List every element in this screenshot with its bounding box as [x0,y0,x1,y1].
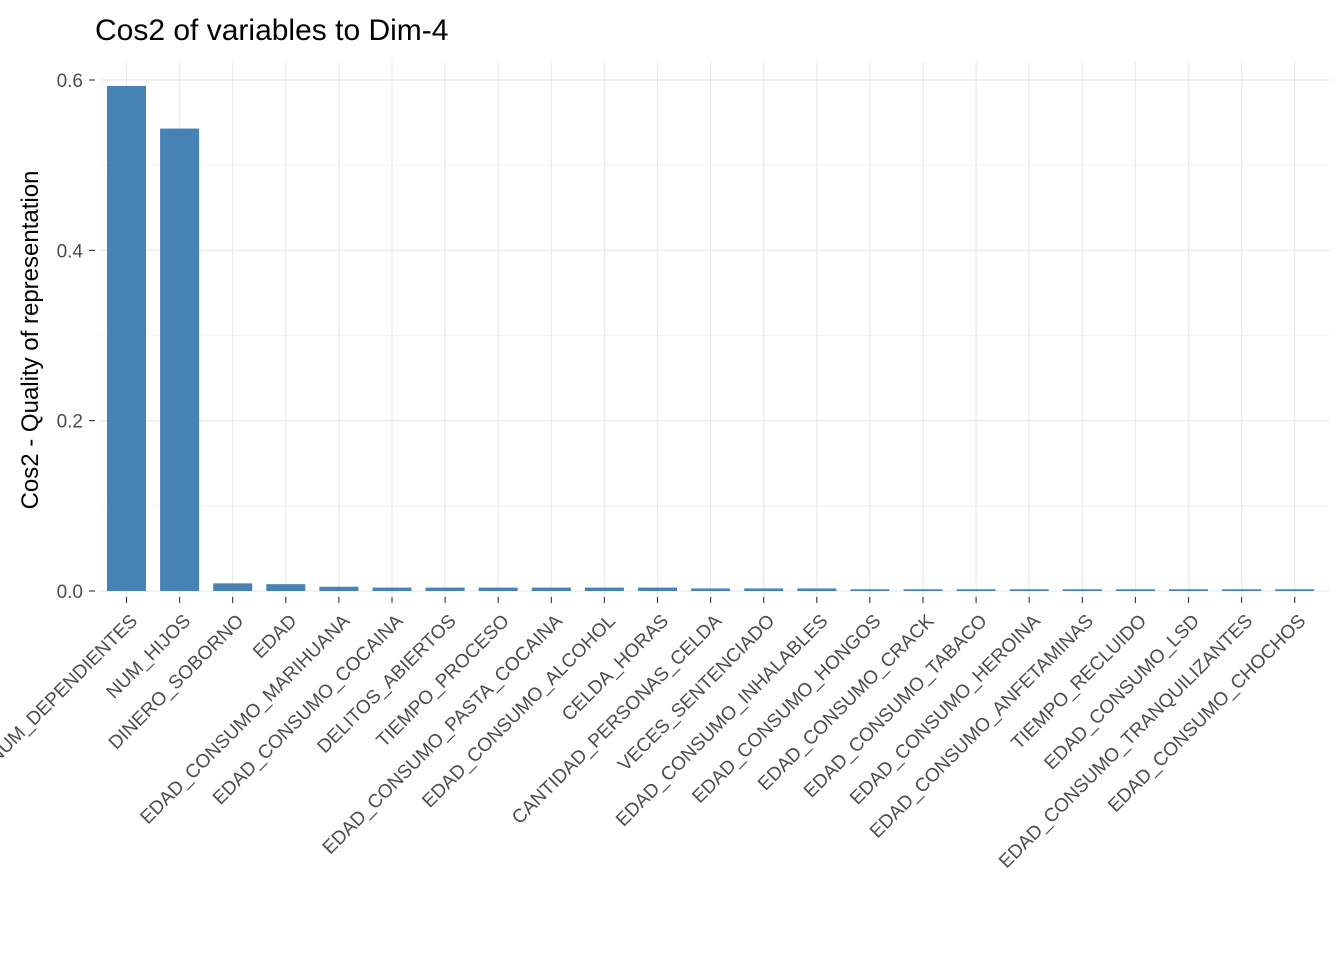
x-tick-label: EDAD_CONSUMO_HEROINA [846,610,1045,809]
x-tick-label: EDAD_CONSUMO_COCAINA [209,610,408,809]
bar-tiempo-proceso [478,587,518,591]
y-axis-ticks: 0.0 0.2 0.4 0.6 [57,71,95,603]
chart-title: Cos2 of variables to Dim-4 [95,14,448,47]
bar-edad [266,584,306,591]
bar-veces-sentenciado [744,588,784,591]
bar-edad-consumo-tabaco [956,589,996,591]
y-tick-label: 0.0 [57,582,83,603]
bar-edad-consumo-lsd [1169,589,1208,591]
y-axis-title: Cos2 - Quality of representation [17,171,44,510]
bar-edad-consumo-pasta-cocaina [531,587,571,591]
bar-edad-consumo-cocaina [372,587,412,591]
bar-edad-consumo-heroina [1009,589,1049,591]
bar-edad-consumo-anfetaminas [1062,589,1102,591]
grid-lines [100,62,1330,600]
y-tick-label: 0.2 [57,412,83,433]
bar-num-dependientes [107,85,146,591]
bar-celda-horas [638,587,677,591]
y-tick-label: 0.4 [57,241,84,262]
bar-delitos-abiertos [425,587,465,591]
bar-edad-consumo-crack [903,589,943,591]
bar-edad-consumo-tranquilizantes [1222,589,1262,591]
bar-edad-consumo-hongos [850,589,890,591]
x-tick-label: EDAD [249,611,301,663]
bar-tiempo-recluido [1115,589,1155,591]
y-tick-label: 0.6 [57,71,83,92]
x-tick-label: EDAD_CONSUMO_CHOCHOS [1104,611,1310,817]
bar-edad-consumo-marihuana [319,586,359,591]
x-tick-label: EDAD_CONSUMO_ALCOHOL [418,611,619,812]
bar-num-hijos [160,128,200,592]
bar-edad-consumo-chochos [1275,589,1315,591]
bar-edad-consumo-alcohol [584,587,624,591]
bars [107,85,1315,592]
bar-cantidad-personas-celda [691,588,731,591]
bar-edad-consumo-inhalables [797,588,837,591]
bar-dinero-soborno [213,583,253,591]
